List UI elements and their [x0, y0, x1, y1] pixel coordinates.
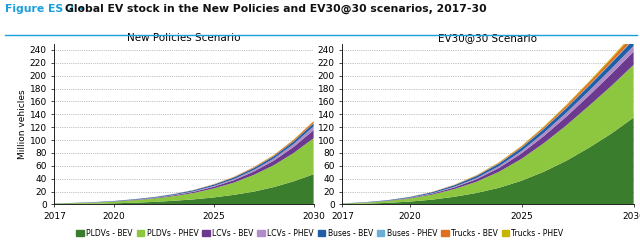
Text: Figure ES 2 •: Figure ES 2 • [5, 4, 89, 14]
Title: New Policies Scenario: New Policies Scenario [127, 33, 241, 43]
Title: EV30@30 Scenario: EV30@30 Scenario [438, 33, 538, 43]
Legend: PLDVs - BEV, PLDVs - PHEV, LCVs - BEV, LCVs - PHEV, Buses - BEV, Buses - PHEV, T: PLDVs - BEV, PLDVs - PHEV, LCVs - BEV, L… [74, 226, 566, 241]
Y-axis label: Million vehicles: Million vehicles [18, 89, 27, 159]
Text: Global EV stock in the New Policies and EV30@30 scenarios, 2017-30: Global EV stock in the New Policies and … [65, 4, 486, 14]
